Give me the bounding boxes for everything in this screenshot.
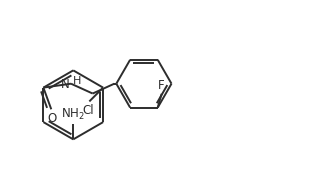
Text: H: H bbox=[73, 76, 81, 86]
Text: NH$_2$: NH$_2$ bbox=[61, 107, 85, 122]
Text: O: O bbox=[48, 112, 57, 125]
Text: F: F bbox=[158, 79, 165, 92]
Text: Cl: Cl bbox=[83, 104, 94, 117]
Text: N: N bbox=[61, 78, 70, 91]
